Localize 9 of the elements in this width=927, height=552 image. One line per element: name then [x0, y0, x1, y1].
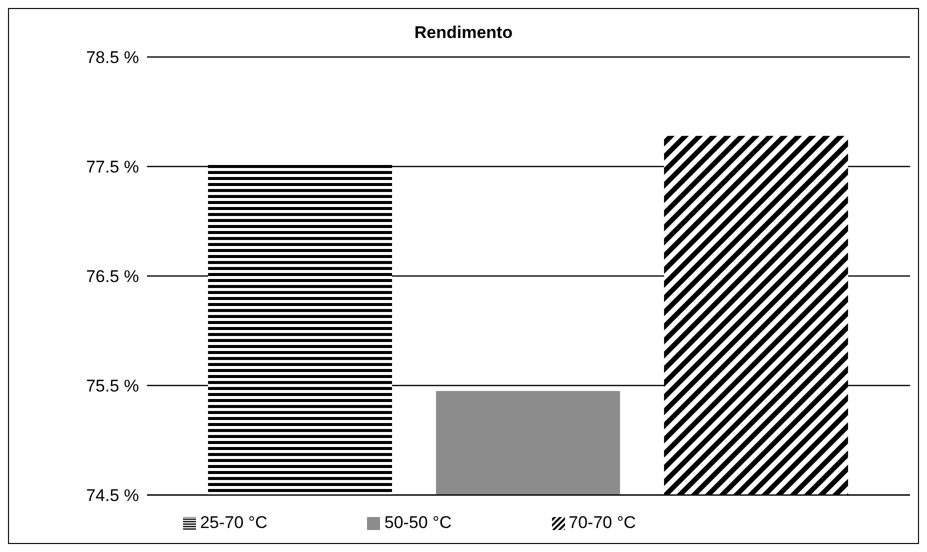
legend-label: 70-70 °C	[568, 513, 636, 532]
chart-title: Rendimento	[413, 23, 514, 44]
legend-label: 25-70 °C	[200, 513, 268, 532]
y-tick-label: 78.5 %	[86, 48, 139, 68]
y-tick-label: 74.5 %	[86, 486, 139, 506]
y-tick-label: 75.5 %	[86, 376, 139, 396]
legend-label: 50-50 °C	[384, 513, 452, 532]
y-tick-label: 77.5 %	[86, 158, 139, 177]
y-tick-label: 76.5 %	[86, 267, 139, 286]
